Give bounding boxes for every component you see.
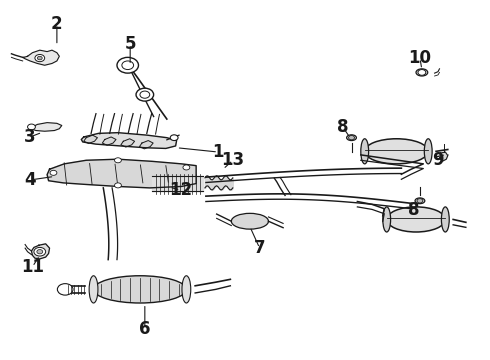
Ellipse shape <box>387 207 445 232</box>
Ellipse shape <box>441 207 449 232</box>
Text: 8: 8 <box>408 202 419 220</box>
Circle shape <box>34 247 46 256</box>
Text: 5: 5 <box>124 35 136 53</box>
Text: 7: 7 <box>254 239 266 257</box>
Polygon shape <box>440 152 448 161</box>
Circle shape <box>417 199 423 203</box>
Circle shape <box>183 165 190 170</box>
Ellipse shape <box>415 198 425 204</box>
Text: 4: 4 <box>24 171 36 189</box>
Circle shape <box>136 88 154 101</box>
Ellipse shape <box>383 207 391 232</box>
Text: 9: 9 <box>432 151 444 169</box>
Circle shape <box>122 61 134 69</box>
Polygon shape <box>31 244 49 259</box>
Text: 10: 10 <box>409 49 431 67</box>
Text: 1: 1 <box>212 143 224 161</box>
Text: 6: 6 <box>139 320 150 338</box>
Circle shape <box>57 284 73 295</box>
Circle shape <box>37 249 43 254</box>
Text: 3: 3 <box>24 128 36 146</box>
Ellipse shape <box>346 135 356 140</box>
Ellipse shape <box>94 276 186 303</box>
Ellipse shape <box>182 276 191 303</box>
Ellipse shape <box>89 276 98 303</box>
Circle shape <box>50 170 57 175</box>
Ellipse shape <box>361 139 368 164</box>
Polygon shape <box>81 133 176 148</box>
Ellipse shape <box>424 139 432 164</box>
Ellipse shape <box>416 69 428 76</box>
Ellipse shape <box>231 213 269 229</box>
Polygon shape <box>47 159 196 188</box>
Ellipse shape <box>365 139 428 164</box>
Text: 2: 2 <box>51 15 63 33</box>
Circle shape <box>37 56 42 60</box>
Circle shape <box>117 57 139 73</box>
Polygon shape <box>29 123 62 131</box>
Text: 13: 13 <box>221 151 245 169</box>
Polygon shape <box>84 135 98 143</box>
Polygon shape <box>23 50 59 65</box>
Text: 12: 12 <box>169 181 192 199</box>
Circle shape <box>348 135 354 140</box>
Polygon shape <box>140 140 153 149</box>
Circle shape <box>115 158 122 163</box>
Circle shape <box>140 91 150 98</box>
Circle shape <box>115 183 122 188</box>
Polygon shape <box>121 139 135 147</box>
Circle shape <box>35 54 45 62</box>
Polygon shape <box>102 137 116 145</box>
Circle shape <box>418 69 426 75</box>
Text: 11: 11 <box>21 258 44 276</box>
Circle shape <box>170 135 178 140</box>
Text: 8: 8 <box>337 118 348 136</box>
Circle shape <box>27 124 35 130</box>
